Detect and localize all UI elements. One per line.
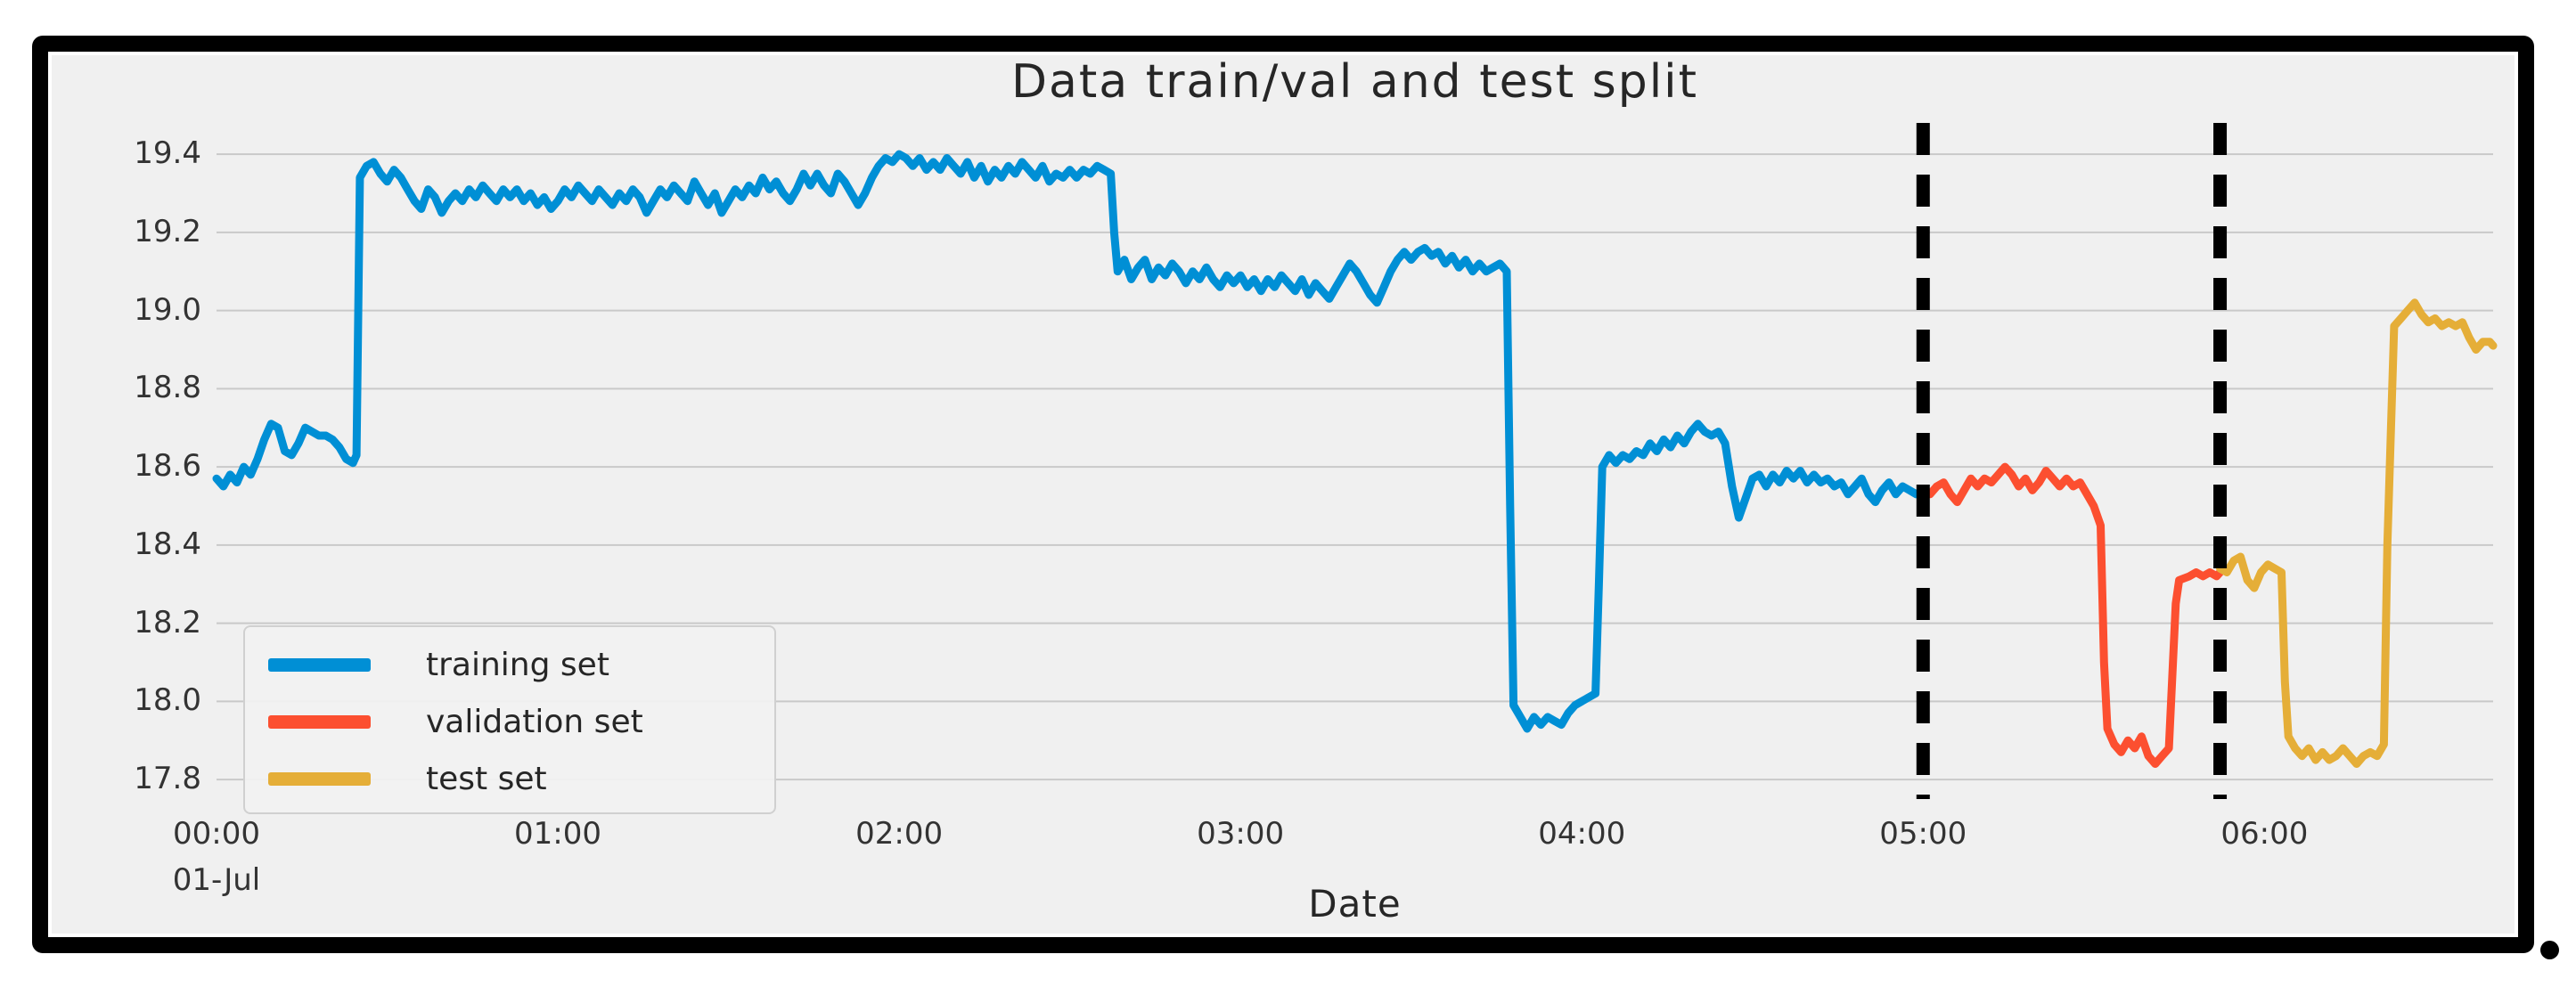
- gridlines: [217, 153, 2493, 781]
- legend-item-test: test set: [245, 750, 774, 807]
- ytick-label-18.8: 18.8: [134, 370, 201, 406]
- ytick-label-19.2: 19.2: [134, 213, 201, 249]
- series-line-training-set: [212, 150, 1927, 733]
- ytick-label-18.0: 18.0: [134, 682, 201, 719]
- ytick-label-18.2: 18.2: [134, 604, 201, 640]
- xtick-label-06:00: 06:00: [2220, 816, 2309, 852]
- training-set-line-swatch: [268, 657, 371, 672]
- split-dashed-lines: [1916, 123, 2228, 799]
- ytick-label-17.8: 17.8: [134, 761, 201, 797]
- xtick-label-05:00: 05:00: [1879, 816, 1967, 852]
- legend-label-training: training set: [426, 646, 609, 683]
- legend-item-training: training set: [245, 636, 774, 693]
- validation-set-line-swatch: [268, 714, 371, 729]
- xtick-label-04:00: 04:00: [1538, 816, 1626, 852]
- legend-box: training set validation set test set: [243, 625, 776, 814]
- x-axis-title: Date: [1308, 882, 1402, 926]
- xtick-label-02:00: 02:00: [855, 816, 944, 852]
- caption-period-dot: [2540, 941, 2559, 959]
- legend-label-test: test set: [426, 760, 547, 797]
- legend-item-validation: validation set: [245, 693, 774, 750]
- xtick-label-03:00: 03:00: [1197, 816, 1285, 852]
- ytick-label-19.0: 19.0: [134, 291, 201, 328]
- xtick-sublabel-01-Jul: 01-Jul: [172, 862, 261, 898]
- series-line-validation-set: [1918, 462, 2225, 768]
- series-line-test-set: [2216, 298, 2498, 768]
- data-series: [212, 150, 2498, 768]
- ytick-label-18.6: 18.6: [134, 448, 201, 485]
- test-set-line-swatch: [268, 771, 371, 786]
- chart-title: Data train/val and test split: [1011, 55, 1698, 109]
- ytick-label-18.4: 18.4: [134, 526, 201, 562]
- xtick-label-01:00: 01:00: [514, 816, 602, 852]
- ytick-label-19.4: 19.4: [134, 135, 201, 172]
- xtick-label-00:00: 00:00: [173, 816, 260, 852]
- legend-label-validation: validation set: [426, 703, 643, 740]
